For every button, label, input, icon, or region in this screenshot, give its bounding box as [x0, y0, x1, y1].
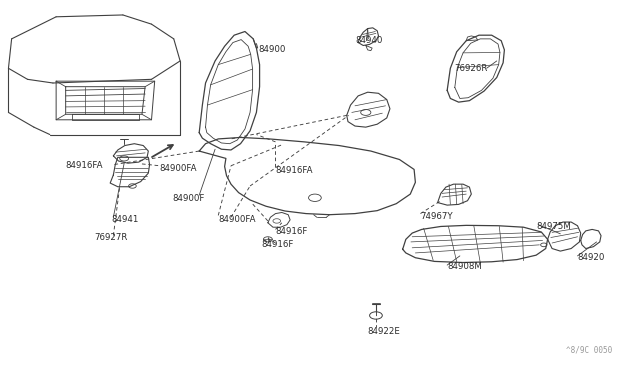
Text: 84975M: 84975M — [536, 222, 571, 231]
Text: 84908M: 84908M — [447, 262, 482, 272]
Text: 84900F: 84900F — [173, 194, 205, 203]
Text: 84922E: 84922E — [368, 327, 401, 336]
Text: 84916F: 84916F — [262, 240, 294, 249]
Text: 76926R: 76926R — [455, 64, 488, 73]
Text: 84916F: 84916F — [275, 227, 308, 236]
Text: 84900FA: 84900FA — [159, 164, 196, 173]
Text: ^8/9C 0050: ^8/9C 0050 — [566, 346, 612, 355]
Text: 84920: 84920 — [577, 253, 605, 262]
Text: 84941: 84941 — [111, 215, 139, 224]
Text: 84900FA: 84900FA — [218, 215, 256, 224]
Text: 84916FA: 84916FA — [275, 166, 313, 175]
Text: 76927R: 76927R — [94, 233, 127, 242]
Text: 84900: 84900 — [259, 45, 285, 54]
Text: 74967Y: 74967Y — [420, 212, 453, 221]
Text: 84916FA: 84916FA — [66, 161, 103, 170]
Text: 84940: 84940 — [356, 36, 383, 45]
